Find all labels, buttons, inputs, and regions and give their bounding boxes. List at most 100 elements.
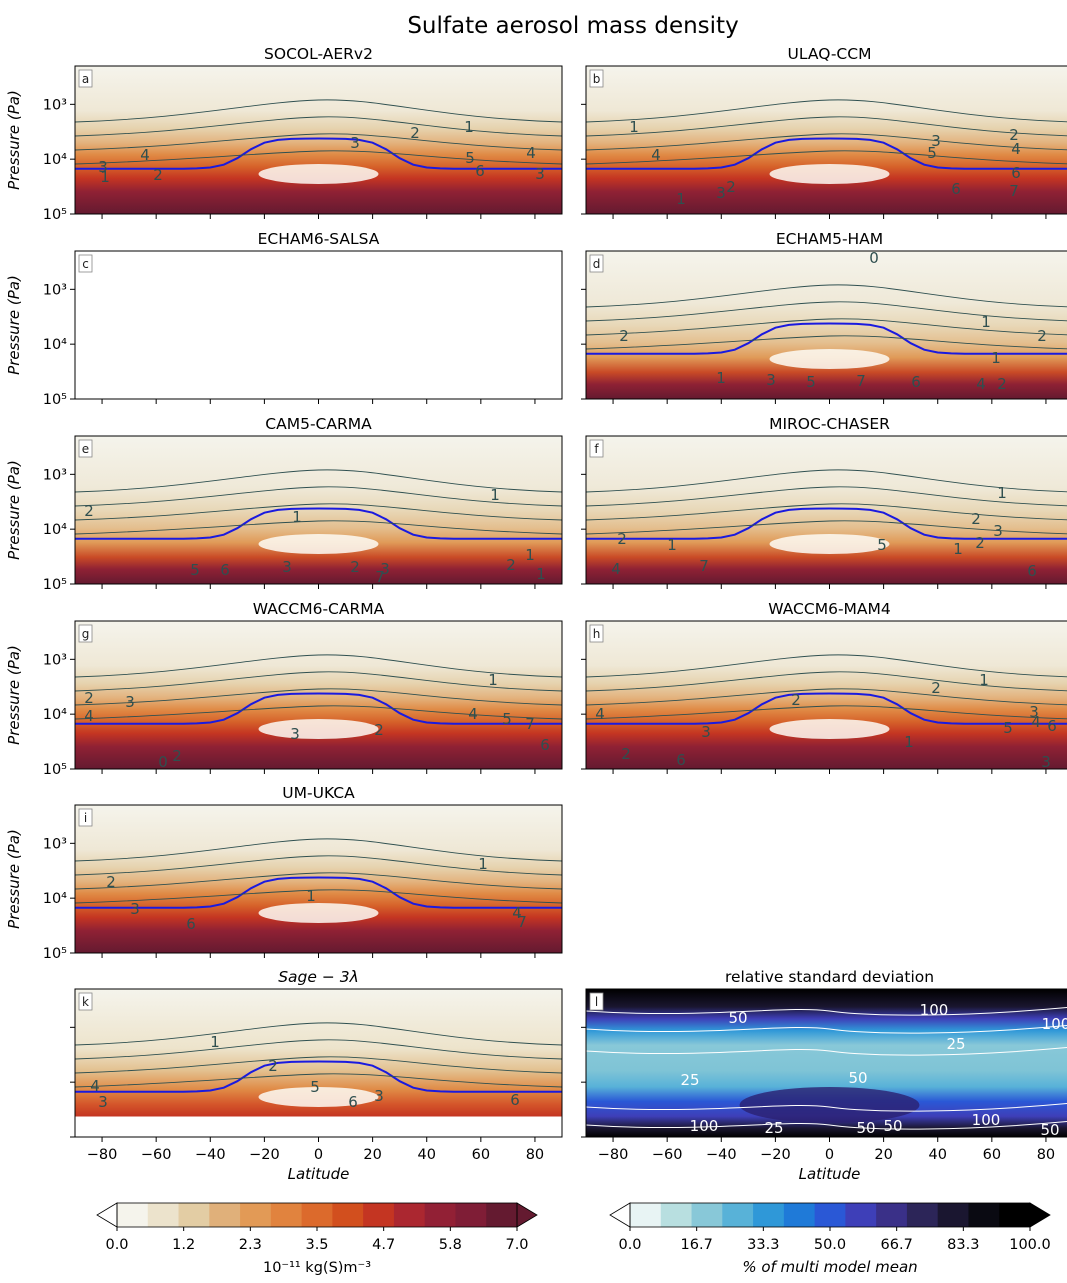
contour-label: 4	[651, 146, 661, 164]
panel-letter: a	[82, 72, 89, 86]
panel-letter-box	[78, 254, 93, 273]
x-tick-label: −60	[652, 1147, 683, 1163]
colorbar-tick-label: 0.0	[105, 1237, 128, 1253]
field-background	[586, 621, 1067, 769]
panel-letter-box	[589, 992, 604, 1011]
contour-label: 4	[595, 705, 605, 723]
contour-label: 1	[981, 313, 991, 331]
field-background	[586, 251, 1067, 399]
colorbar-tick-label: 16.7	[681, 1237, 713, 1253]
contour-label: 6	[348, 1093, 358, 1111]
contour-label: 3	[374, 1087, 384, 1105]
contour-label: 1	[991, 349, 1001, 367]
contour-line	[75, 469, 562, 493]
panel-title: relative standard deviation	[725, 968, 934, 986]
field-background	[75, 805, 562, 953]
equatorial-core	[258, 1087, 379, 1107]
colorbar-tick-label: 1.2	[172, 1237, 195, 1253]
tropopause-line	[586, 507, 1067, 540]
y-axis-label: Pressure (Pa)	[5, 645, 23, 745]
y-tick-label: 10⁴	[43, 522, 67, 538]
y-tick-label: 10³	[43, 282, 67, 298]
contour-label: 6	[510, 1091, 520, 1109]
colorbar-tick-label: 4.7	[372, 1237, 395, 1253]
panel-letter-box	[78, 808, 93, 827]
y-tick-label: 10⁴	[43, 337, 67, 353]
colorbar-segment	[660, 1203, 693, 1227]
colorbar-segment	[630, 1203, 662, 1227]
contour-label: 1	[676, 190, 686, 208]
contour-line	[75, 855, 562, 876]
contour-label: 100	[690, 1117, 719, 1135]
panel-title: ULAQ-CCM	[788, 45, 872, 63]
panel-title: WACCM6-CARMA	[253, 600, 385, 618]
contour-label: 2	[975, 534, 985, 552]
panel-letter-box	[589, 69, 604, 88]
panel-letter-box	[589, 439, 604, 458]
panel-letter: c	[82, 257, 89, 271]
field-background	[75, 621, 562, 769]
contour-line	[586, 503, 1067, 521]
contour-label: 2	[374, 721, 384, 739]
panel-title: ECHAM5-HAM	[776, 230, 883, 248]
field	[75, 621, 562, 769]
contour-label: 3	[125, 693, 135, 711]
equatorial-core	[258, 534, 379, 554]
x-tick-label: −60	[141, 1147, 172, 1163]
contour-label: 4	[1011, 140, 1021, 158]
colorbar-segment	[783, 1203, 816, 1227]
contour-label: 1	[997, 484, 1007, 502]
contour-label: 1	[488, 671, 498, 689]
panel-c-echam6-salsa: ECHAM6-SALSA c 10³ 10⁴ 10⁵ Pressure (Pa)	[5, 230, 563, 408]
contour-label: 1	[953, 540, 963, 558]
colorbar-label: % of multi model mean	[742, 1258, 917, 1276]
contour-label: 2	[506, 556, 516, 574]
contour-label: 1	[667, 536, 677, 554]
colorbar-tick-label: 33.3	[747, 1237, 779, 1253]
contour-label: 2	[791, 691, 801, 709]
contour-line	[75, 520, 562, 535]
colorbar-min-extension	[96, 1202, 118, 1228]
contour-label: 5	[465, 149, 475, 167]
contour-label: 3	[282, 558, 292, 576]
contour-line	[75, 133, 562, 151]
contour-label: 1	[306, 887, 316, 905]
contour-label: 1	[464, 118, 474, 136]
contour-line	[75, 1073, 562, 1088]
x-tick-label: 20	[363, 1147, 381, 1163]
contour-label: 7	[517, 913, 527, 931]
contour-label: 2	[997, 375, 1007, 393]
x-tick-label: −20	[249, 1147, 280, 1163]
contour-label: 7	[375, 568, 385, 586]
contour-label: 5	[806, 373, 816, 391]
contour-line	[75, 889, 562, 904]
contour-line	[75, 654, 562, 678]
field	[75, 436, 562, 584]
contour-label: 1	[478, 855, 488, 873]
panel-letter-box	[78, 69, 93, 88]
x-tick-label: 40	[417, 1147, 435, 1163]
figure-title: Sulfate aerosol mass density	[407, 13, 738, 39]
field-background	[586, 66, 1067, 214]
contour-label: 3	[766, 371, 776, 389]
panel-title: UM-UKCA	[282, 784, 355, 802]
contour-line	[75, 99, 562, 123]
x-tick-label: −40	[706, 1147, 737, 1163]
colorbar-segment	[147, 1203, 180, 1227]
contour-line	[586, 486, 1067, 507]
contour-label: 7	[856, 372, 866, 390]
equatorial-core	[258, 164, 379, 184]
contour-label: 50	[883, 1117, 902, 1135]
contour-line	[75, 705, 562, 720]
contour-label: 25	[764, 1119, 783, 1137]
equatorial-core	[769, 719, 890, 739]
y-tick-label: 10⁵	[43, 762, 67, 778]
y-axis-label: Pressure (Pa)	[5, 829, 23, 929]
colorbar-max-extension	[1029, 1202, 1051, 1228]
contour-label: 3	[1041, 753, 1051, 771]
field-background	[75, 436, 562, 584]
tropopause-line	[75, 692, 562, 725]
contour-label: 6	[220, 561, 230, 579]
